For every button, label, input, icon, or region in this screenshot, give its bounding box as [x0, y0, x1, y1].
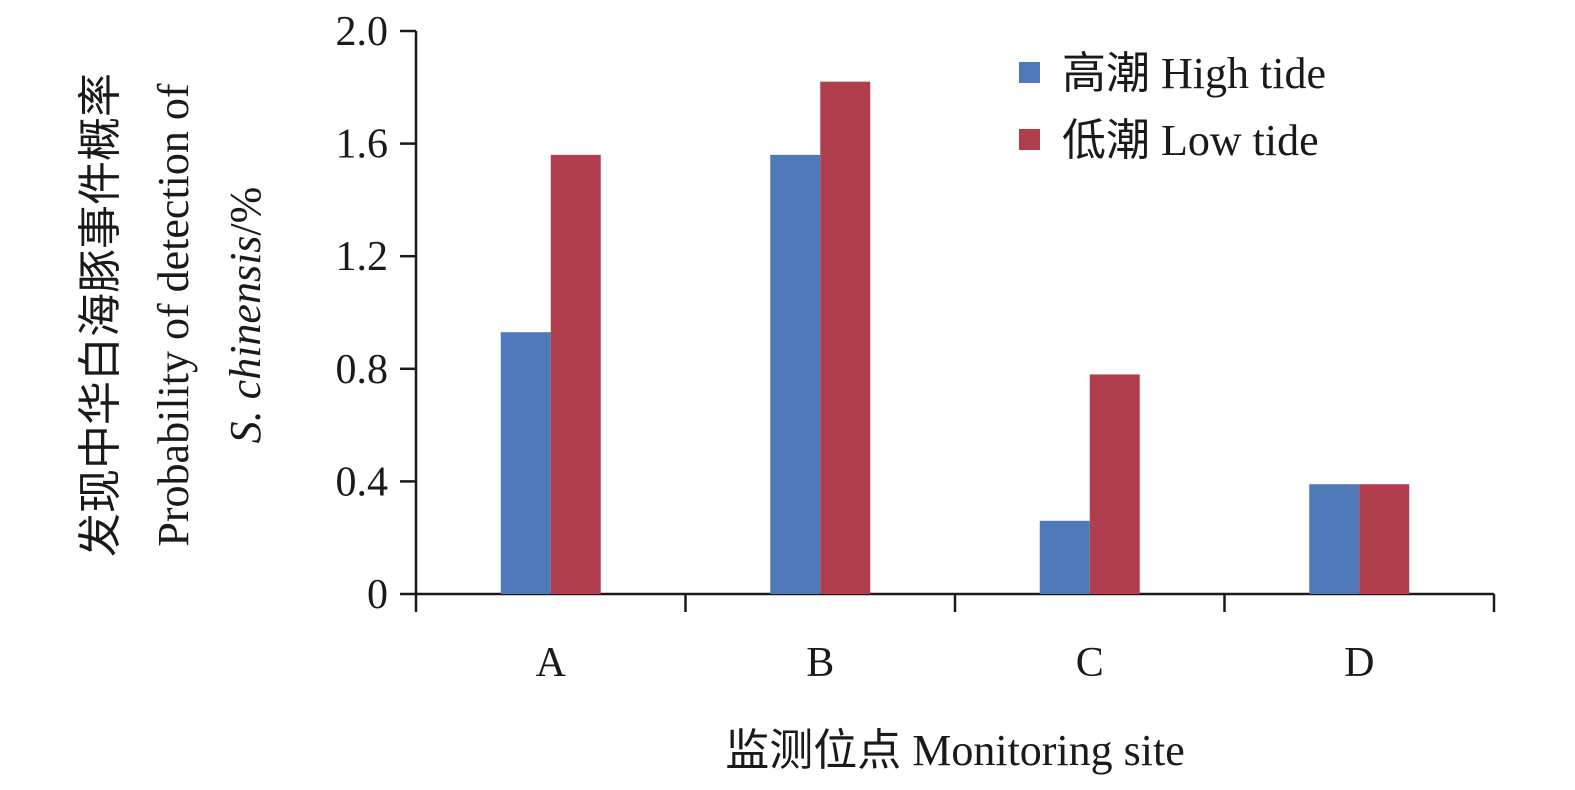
y-tick-label: 1.6 — [336, 122, 389, 168]
y-axis-title-line2: Probability of detection of — [149, 83, 198, 546]
y-axis-title-line3: S. chinensis/% — [221, 187, 270, 444]
bar-C-series-1 — [1039, 520, 1090, 594]
bars — [500, 81, 1410, 595]
axes: 0 0.4 0.8 1.2 1.6 2.0 A B C D — [336, 9, 1496, 686]
bar-C-series-2 — [1089, 374, 1140, 594]
legend-swatch — [1019, 129, 1040, 150]
bar-B-series-1 — [770, 154, 821, 595]
bar-D-series-1 — [1309, 484, 1360, 594]
legend-label: 低潮 Low tide — [1062, 116, 1319, 165]
y-tick-label: 2.0 — [336, 9, 389, 55]
x-tick-label: C — [1076, 640, 1104, 686]
y-axis-title-line1: 发现中华白海豚事件概率 — [76, 73, 125, 557]
x-tick-label: D — [1344, 640, 1374, 686]
bar-B-series-2 — [820, 81, 871, 595]
y-tick-label: 0 — [367, 572, 388, 618]
legend-swatch — [1019, 62, 1040, 83]
bar-A-series-2 — [550, 154, 601, 595]
y-tick-label: 0.4 — [336, 459, 389, 505]
legend-label: 高潮 High tide — [1062, 49, 1326, 98]
x-tick-label: A — [536, 640, 567, 686]
y-tick-label: 0.8 — [336, 347, 389, 393]
y-tick-label: 1.2 — [336, 234, 389, 280]
species-name: S. chinensis — [221, 236, 270, 444]
x-tick-label: B — [806, 640, 834, 686]
bar-A-series-1 — [500, 332, 551, 594]
x-axis-title: 监测位点 Monitoring site — [725, 726, 1185, 775]
legend: 高潮 High tide 低潮 Low tide — [1019, 49, 1326, 165]
bar-D-series-2 — [1359, 484, 1410, 594]
unit-suffix: /% — [221, 187, 270, 236]
y-axis-title: 发现中华白海豚事件概率 Probability of detection of … — [76, 73, 270, 557]
